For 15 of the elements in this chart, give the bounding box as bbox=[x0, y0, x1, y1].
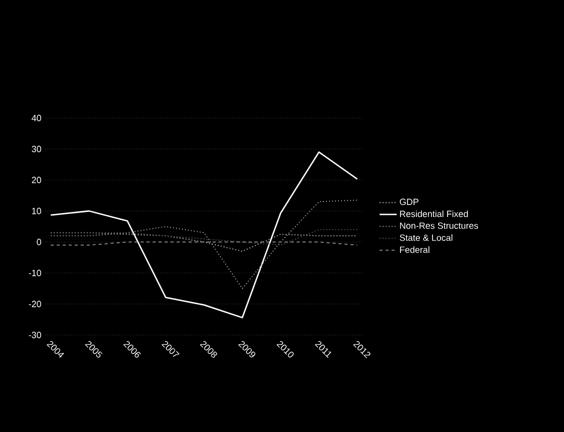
y-tick-label: 0 bbox=[36, 238, 42, 246]
legend-label: State & Local bbox=[400, 234, 452, 241]
y-tick-label: 40 bbox=[32, 114, 42, 122]
legend-label: Federal bbox=[400, 246, 430, 253]
legend-label: Residential Fixed bbox=[400, 210, 468, 218]
legend-label: GDP bbox=[400, 198, 418, 206]
legend-label: Non-Res Structures bbox=[400, 222, 478, 229]
y-tick-label: 30 bbox=[32, 146, 42, 152]
line-series bbox=[50, 200, 358, 289]
line-series bbox=[50, 151, 358, 318]
y-tick-label: -20 bbox=[28, 300, 42, 308]
y-tick-label: 10 bbox=[32, 208, 42, 214]
y-tick-label: 20 bbox=[32, 176, 42, 184]
y-tick-label: -10 bbox=[28, 270, 42, 276]
y-tick-label: -30 bbox=[28, 332, 42, 338]
